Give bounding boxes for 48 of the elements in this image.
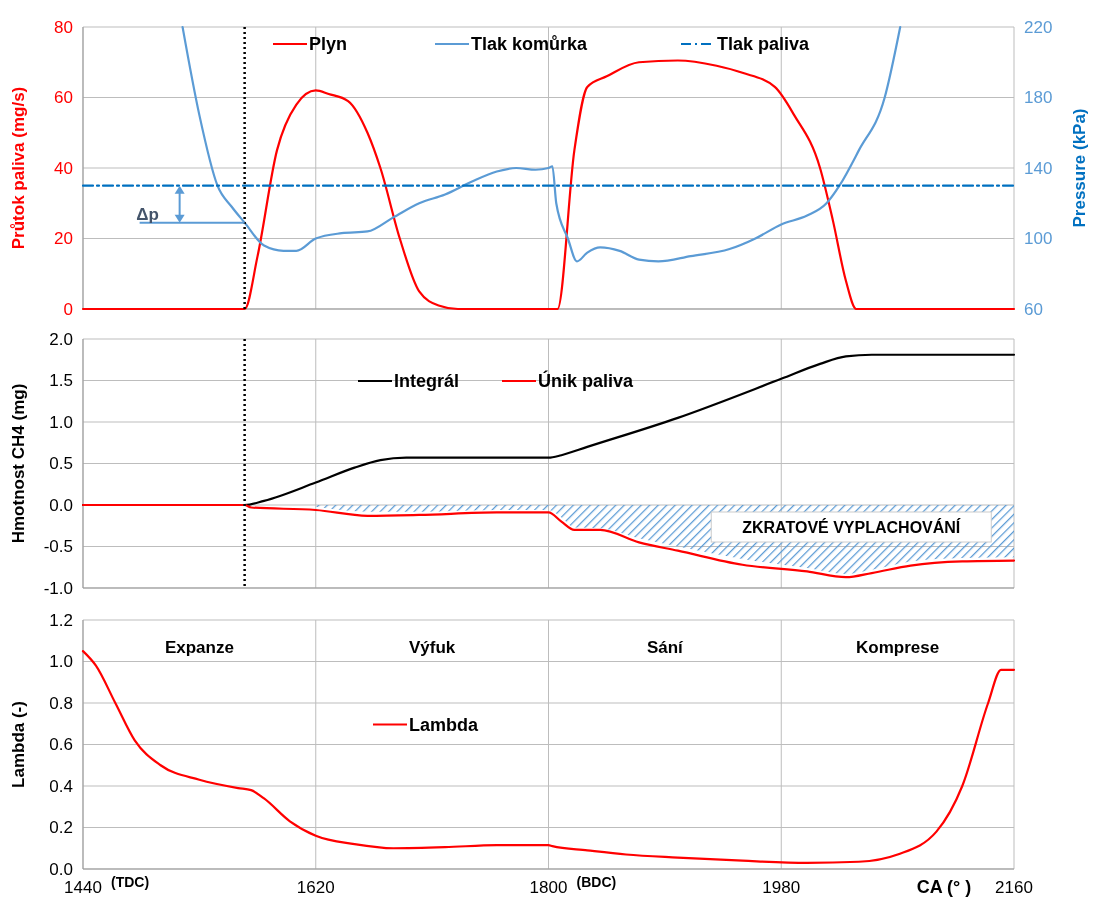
legend-label: Únik paliva bbox=[538, 370, 635, 392]
y2-axis-title: Pressure (kPa) bbox=[1070, 108, 1089, 228]
x-tick-label: 1980 bbox=[762, 878, 801, 897]
y-tick-label: 20 bbox=[54, 229, 73, 249]
legend-label: Plyn bbox=[309, 34, 348, 55]
annotation: Komprese bbox=[856, 637, 940, 657]
y-tick-label: 1.2 bbox=[49, 610, 73, 630]
legend-label: Lambda bbox=[409, 714, 479, 735]
y-tick-label: 40 bbox=[54, 158, 73, 178]
y-tick-label: -0.5 bbox=[43, 537, 73, 557]
y-tick-label: 0 bbox=[63, 299, 73, 319]
text: (TDC) bbox=[111, 874, 150, 890]
y-tick-label: 0.2 bbox=[49, 818, 73, 838]
text: (BDC) bbox=[576, 874, 617, 890]
y-tick-label: 1.0 bbox=[49, 412, 73, 432]
x-tick-label: 1620 bbox=[296, 878, 335, 897]
y2-tick-label: 180 bbox=[1024, 88, 1053, 108]
legend-label: Integrál bbox=[394, 371, 460, 392]
y-tick-label: 0.0 bbox=[49, 859, 73, 879]
y-tick-label: 60 bbox=[54, 88, 73, 108]
annotation: Výfuk bbox=[408, 637, 456, 657]
y-tick-label: 0.6 bbox=[49, 735, 73, 755]
y-tick-label: 1.0 bbox=[49, 652, 73, 672]
x-axis-title: CA (° ) bbox=[916, 877, 972, 897]
y-tick-label: -1.0 bbox=[43, 578, 73, 598]
x-tick-label: 1800 bbox=[529, 878, 568, 897]
x-tick-label: 2160 bbox=[995, 878, 1033, 897]
y-tick-label: 2.0 bbox=[49, 329, 73, 349]
legend-label: Tlak paliva bbox=[717, 34, 811, 55]
annotation: ZKRATOVÉ VYPLACHOVÁNÍ bbox=[742, 517, 961, 536]
y-tick-label: 80 bbox=[54, 17, 73, 37]
y2-tick-label: 220 bbox=[1024, 17, 1053, 37]
y-tick-label: 0.5 bbox=[49, 454, 73, 474]
y-axis-title: Hmotnost CH4 (mg) bbox=[9, 383, 28, 544]
y-tick-label: 0.0 bbox=[49, 495, 73, 515]
y2-tick-label: 100 bbox=[1024, 229, 1053, 249]
annotation: Expanze bbox=[164, 637, 234, 657]
y-tick-label: 0.4 bbox=[49, 776, 73, 796]
annotation: Δp bbox=[136, 204, 159, 224]
y-tick-label: 0.8 bbox=[49, 693, 73, 713]
y2-tick-label: 140 bbox=[1024, 158, 1053, 178]
x-tick-label: 1440 bbox=[64, 878, 102, 897]
legend-label: Tlak komůrka bbox=[471, 34, 589, 55]
y-axis-title: Lambda (-) bbox=[9, 701, 28, 788]
y-axis-title: Průtok paliva (mg/s) bbox=[9, 86, 28, 250]
y-tick-label: 1.5 bbox=[49, 371, 73, 391]
annotation: Sání bbox=[646, 637, 685, 657]
y2-tick-label: 60 bbox=[1024, 299, 1043, 319]
